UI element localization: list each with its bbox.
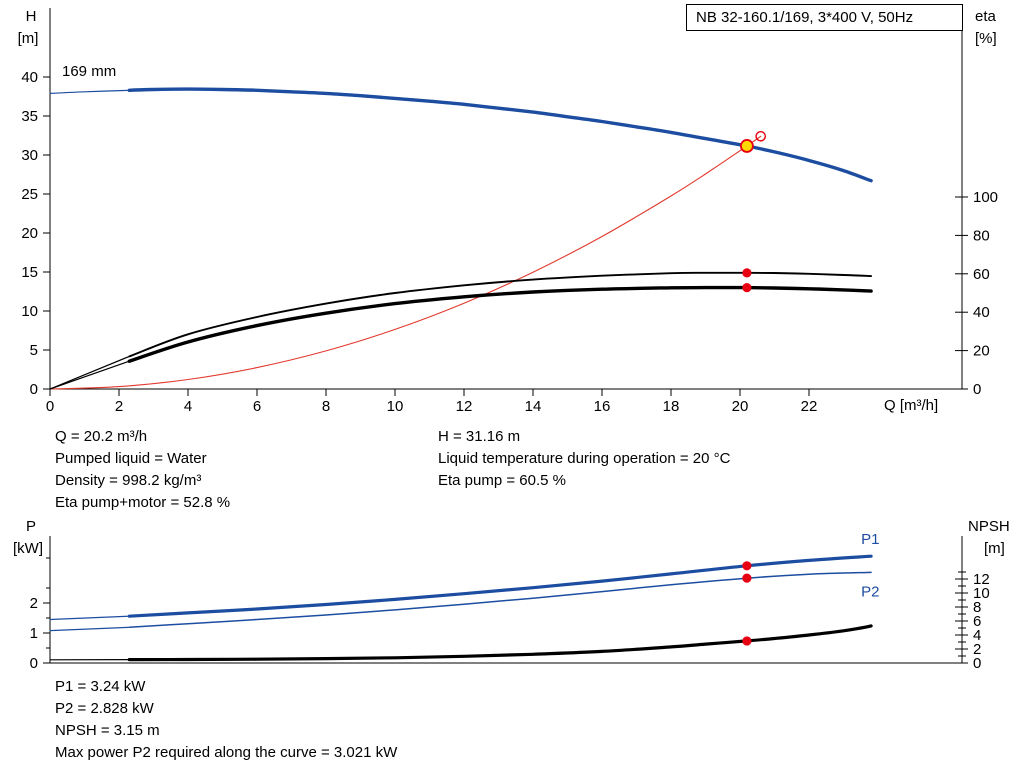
h-tick-label: 40 (21, 69, 38, 86)
operating-point-dot (742, 573, 752, 583)
info-line-maxp2: Max power P2 required along the curve = … (55, 744, 398, 761)
eta-pump-motor-curve (49, 360, 130, 390)
system-curve (49, 135, 762, 390)
head-curve (127, 87, 873, 183)
eta-tick-label: 20 (973, 343, 990, 360)
operating-point-dot (742, 561, 752, 571)
eta-tick-label: 40 (973, 304, 990, 321)
q-tick-label: 12 (456, 398, 473, 415)
operating-point-dot (742, 268, 752, 278)
npsh-tick-label: 8 (973, 599, 981, 616)
info-line-p1: P1 = 3.24 kW (55, 678, 146, 695)
info-line-eta-pump: Eta pump = 60.5 % (438, 472, 566, 489)
npsh-tick-label: 12 (973, 571, 990, 588)
npsh-tick-label: 0 (973, 655, 981, 672)
npsh-axis-unit: [m] (984, 540, 1005, 557)
info-line-head: H = 31.16 m (438, 428, 521, 445)
q-tick-label: 20 (732, 398, 749, 415)
npsh-axis-title: NPSH (968, 518, 1010, 535)
series-label-p2: P2 (861, 583, 879, 600)
h-tick-label: 5 (30, 342, 38, 359)
h-tick-label: 0 (30, 381, 38, 398)
npsh-curve (127, 624, 873, 662)
pump-model-title: NB 32-160.1/169, 3*400 V, 50Hz (686, 4, 963, 31)
eta-axis-title: eta (975, 8, 997, 25)
operating-point-dot (742, 636, 752, 646)
q-tick-label: 6 (253, 398, 261, 415)
duty-point-marker (740, 139, 754, 153)
p-tick-label: 2 (30, 595, 38, 612)
p-tick-label: 0 (30, 655, 38, 672)
h-tick-label: 20 (21, 225, 38, 242)
h-axis-unit: [m] (18, 30, 39, 47)
p2-curve (128, 571, 872, 629)
q-tick-label: 14 (525, 398, 542, 415)
q-axis-title: Q [m³/h] (884, 397, 938, 414)
q-tick-label: 18 (663, 398, 680, 415)
p-axis-title: P (26, 518, 36, 535)
h-tick-label: 10 (21, 303, 38, 320)
q-tick-label: 0 (46, 398, 54, 415)
eta-tick-label: 80 (973, 227, 990, 244)
info-line-npsh: NPSH = 3.15 m (55, 722, 160, 739)
p1-curve (49, 615, 130, 621)
eta-pump-curve (49, 355, 130, 390)
duty-info-right: H = 31.16 m Liquid temperature during op… (438, 426, 730, 492)
h-axis-title: H (26, 8, 37, 25)
npsh-tick-label: 4 (973, 627, 981, 644)
npsh-tick-label: 6 (973, 613, 981, 630)
info-line-p2: P2 = 2.828 kW (55, 700, 154, 717)
operating-point-dot (742, 283, 752, 293)
q-tick-label: 2 (115, 398, 123, 415)
q-tick-label: 22 (801, 398, 818, 415)
head-curve (49, 89, 130, 94)
power-info: P1 = 3.24 kW P2 = 2.828 kW NPSH = 3.15 m… (55, 676, 397, 764)
eta-axis-unit: [%] (975, 30, 997, 47)
info-line-eta-total: Eta pump+motor = 52.8 % (55, 494, 231, 511)
series-label-p1: P1 (861, 531, 879, 548)
eta-pump-curve (128, 271, 873, 358)
h-tick-label: 30 (21, 147, 38, 164)
q-tick-label: 4 (184, 398, 192, 415)
info-line-temperature: Liquid temperature during operation = 20… (438, 450, 731, 467)
npsh-tick-label: 10 (973, 585, 990, 602)
info-line-density: Density = 998.2 kg/m³ (55, 472, 202, 489)
duty-info-left: Q = 20.2 m³/h Pumped liquid = Water Dens… (55, 426, 230, 514)
impeller-diameter-label: 169 mm (62, 63, 116, 80)
q-tick-label: 16 (594, 398, 611, 415)
eta-tick-label: 60 (973, 266, 990, 283)
curve-end-open-marker (755, 130, 767, 142)
p1-curve (127, 554, 873, 618)
info-line-flow: Q = 20.2 m³/h (55, 428, 148, 445)
h-tick-label: 25 (21, 186, 38, 203)
eta-tick-label: 0 (973, 381, 981, 398)
head-efficiency-chart: 0 5 10 15 20 25 30 35 40 0 2 4 6 8 10 12 14 16 18 20 22 0 20 40… (18, 8, 998, 415)
eta-pump-motor-curve (127, 285, 873, 363)
p-tick-label: 1 (30, 625, 38, 642)
h-tick-label: 15 (21, 264, 38, 281)
h-tick-label: 35 (21, 108, 38, 125)
npsh-tick-label: 2 (973, 641, 981, 658)
q-tick-label: 10 (387, 398, 404, 415)
p2-curve (49, 626, 130, 632)
eta-tick-label: 100 (973, 189, 998, 206)
info-line-liquid: Pumped liquid = Water (55, 450, 207, 467)
p-axis-unit: [kW] (13, 540, 43, 557)
q-tick-label: 8 (322, 398, 330, 415)
